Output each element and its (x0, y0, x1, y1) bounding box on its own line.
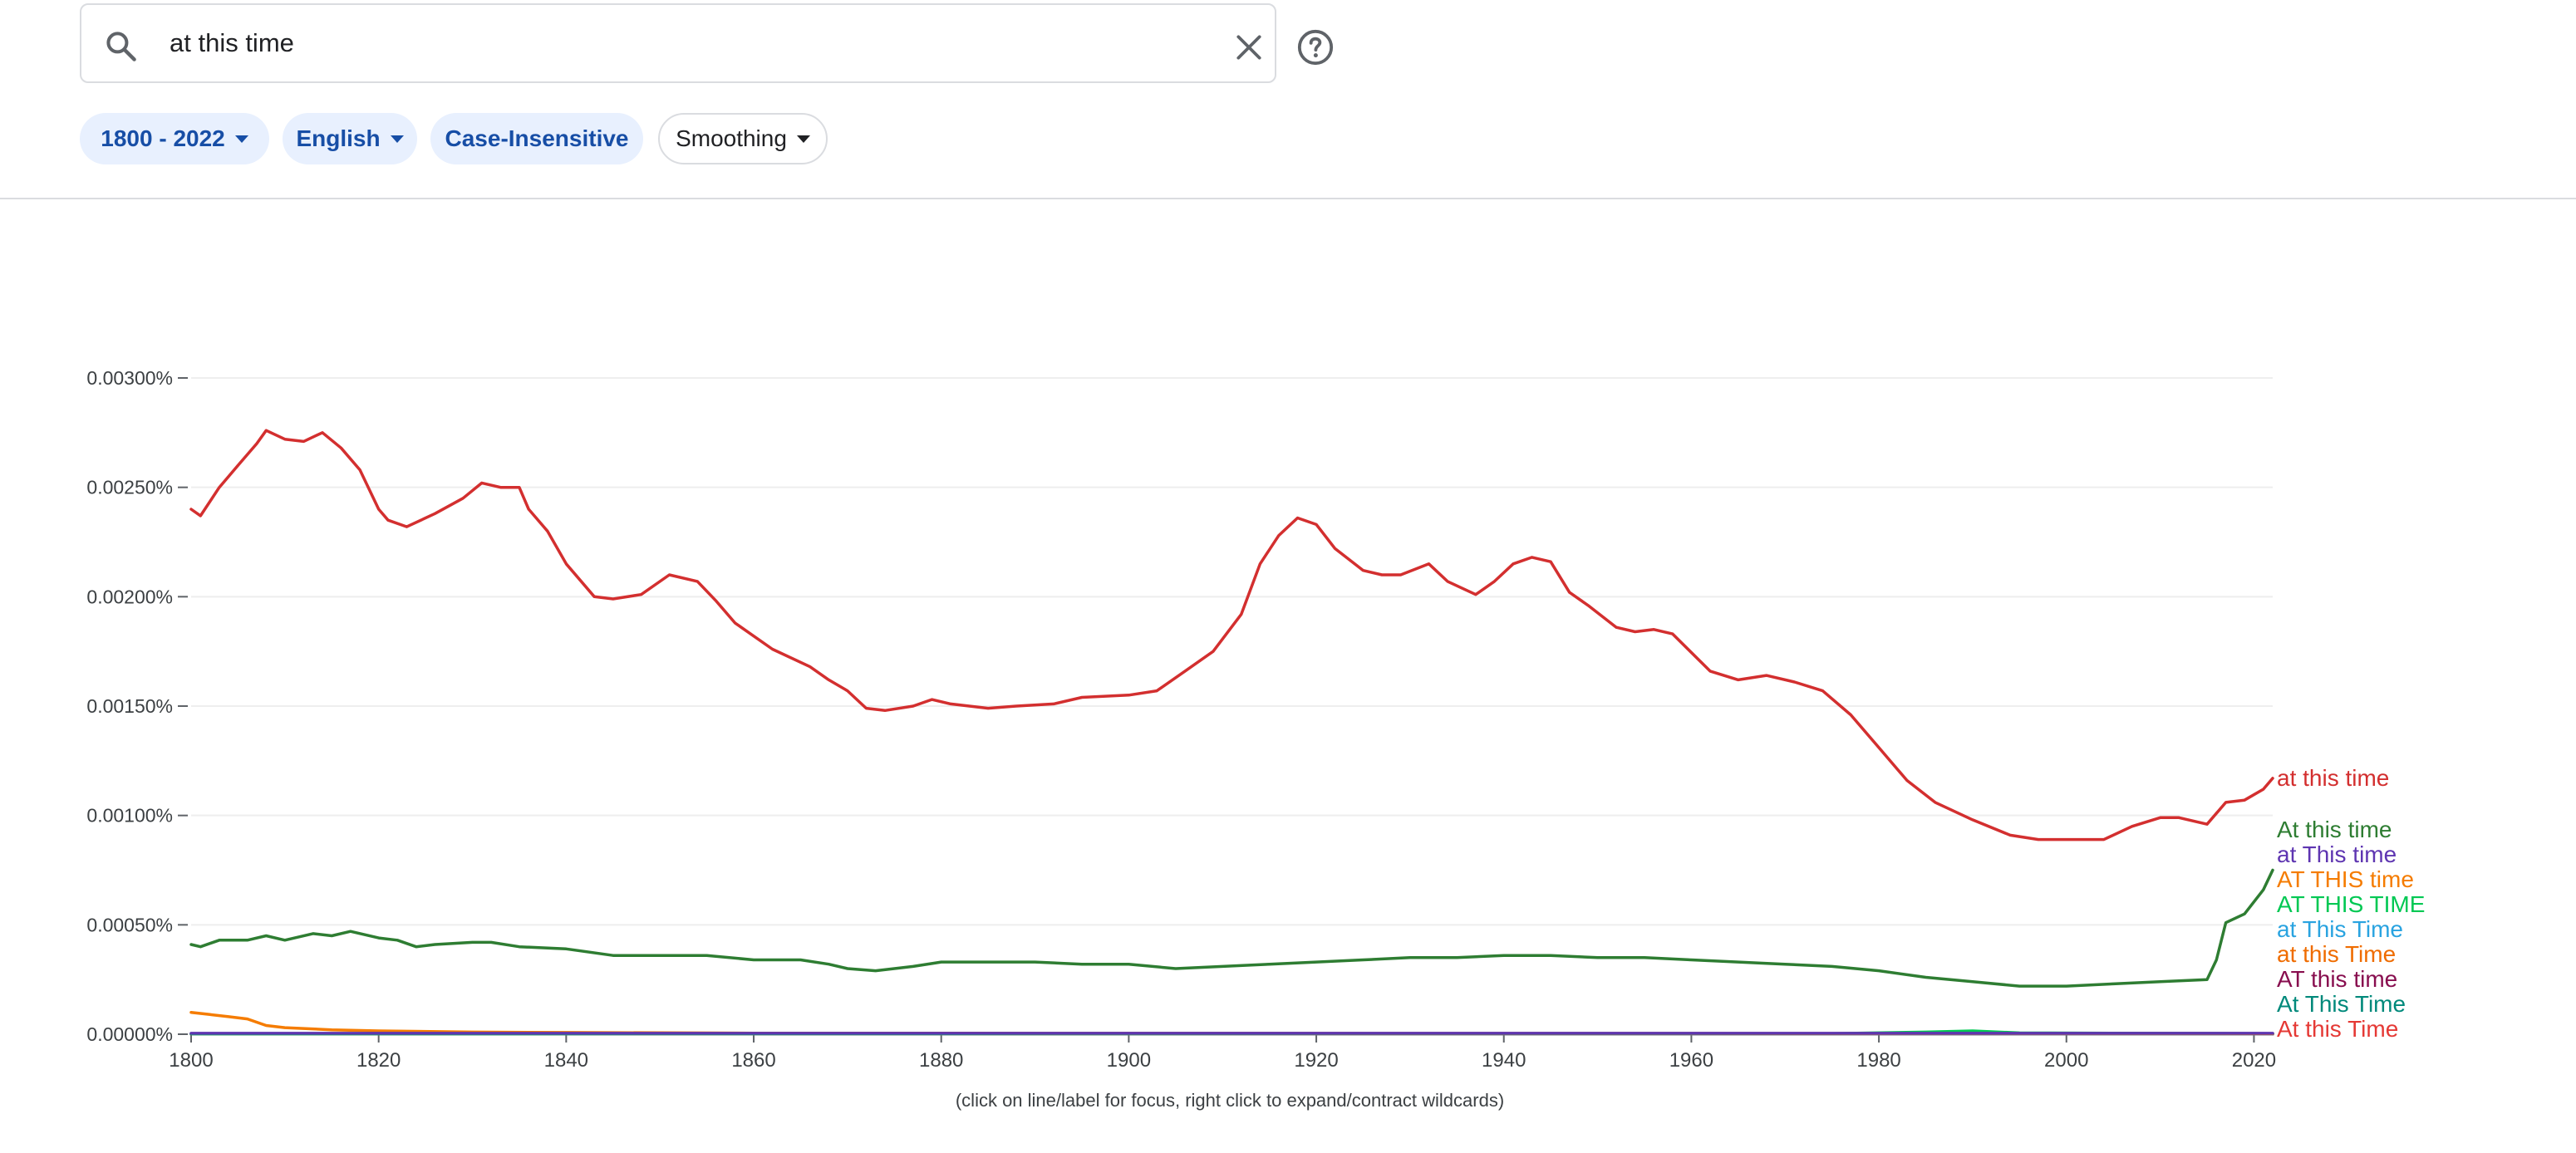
x-tick-label: 1940 (1482, 1049, 1526, 1072)
y-tick-label: 0.00200% (86, 586, 173, 607)
series-line[interactable] (189, 429, 2274, 841)
series-label[interactable]: AT this time (2277, 966, 2397, 992)
x-tick-label: 1980 (1856, 1049, 1900, 1072)
year-range-label: 1800 - 2022 (101, 125, 225, 151)
x-tick-label: 1880 (919, 1049, 963, 1072)
smoothing-chip[interactable]: Smoothing (658, 113, 828, 164)
series-label[interactable]: At this time (2277, 817, 2392, 842)
year-range-chip[interactable]: 1800 - 2022 (80, 113, 269, 164)
chevron-down-icon (796, 135, 810, 143)
x-tick-label: 2000 (2044, 1049, 2088, 1072)
chart-hint: (click on line/label for focus, right cl… (955, 1090, 1505, 1111)
x-tick-label: 1960 (1669, 1049, 1713, 1072)
x-tick-label: 2020 (2232, 1049, 2276, 1072)
y-tick-label: 0.00050% (86, 914, 173, 935)
case-chip[interactable]: Case-Insensitive (430, 113, 643, 164)
case-label: Case-Insensitive (445, 125, 629, 151)
y-tick-label: 0.00100% (86, 805, 173, 827)
series-label[interactable]: AT THIS TIME (2277, 891, 2425, 917)
series-line[interactable] (189, 868, 2274, 988)
x-tick-label: 1820 (356, 1049, 401, 1072)
series-label[interactable]: At This Time (2277, 991, 2406, 1017)
search-box[interactable]: at this time (80, 3, 1334, 83)
series-label[interactable]: at this Time (2277, 941, 2396, 967)
x-tick-label: 1800 (169, 1049, 213, 1072)
language-chip[interactable]: English (283, 113, 417, 164)
series-label[interactable]: at This Time (2277, 916, 2403, 942)
close-icon[interactable] (1233, 32, 1265, 63)
smoothing-label: Smoothing (676, 125, 787, 151)
x-tick-label: 1900 (1107, 1049, 1151, 1072)
header-divider (0, 198, 2576, 199)
chevron-down-icon (234, 135, 248, 143)
search-icon (106, 32, 136, 61)
help-icon[interactable] (1296, 28, 1335, 66)
y-tick-label: 0.00150% (86, 695, 173, 717)
x-tick-label: 1860 (731, 1049, 775, 1072)
series-label[interactable]: AT THIS time (2277, 866, 2414, 892)
chevron-down-icon (390, 135, 404, 143)
x-tick-label: 1840 (544, 1049, 588, 1072)
y-tick-label: 0.00300% (86, 367, 173, 389)
y-tick-label: 0.00250% (86, 477, 173, 498)
x-tick-label: 1920 (1294, 1049, 1338, 1072)
series-label[interactable]: at This time (2277, 841, 2397, 867)
search-input[interactable]: at this time (170, 28, 294, 57)
series-label[interactable]: at this time (2277, 765, 2389, 791)
series-label[interactable]: At this Time (2277, 1016, 2398, 1042)
language-label: English (296, 125, 381, 151)
y-tick-label: 0.00000% (86, 1023, 173, 1045)
